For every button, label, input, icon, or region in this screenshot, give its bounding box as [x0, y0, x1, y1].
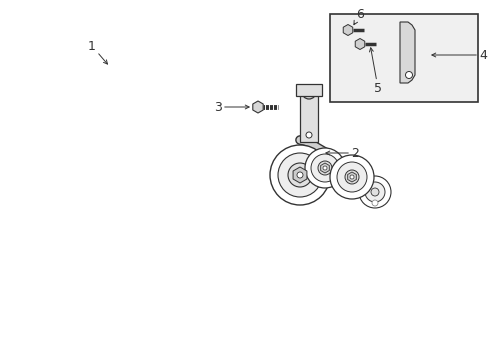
Circle shape — [364, 182, 384, 202]
Circle shape — [302, 85, 315, 99]
Circle shape — [345, 170, 358, 184]
Circle shape — [370, 188, 378, 196]
Polygon shape — [399, 22, 414, 83]
Text: 5: 5 — [369, 48, 381, 95]
Text: 3: 3 — [214, 100, 248, 113]
Text: 2: 2 — [325, 147, 358, 159]
Circle shape — [278, 153, 321, 197]
Circle shape — [371, 200, 377, 206]
Circle shape — [305, 89, 312, 95]
Bar — [295, 84, 321, 96]
Circle shape — [296, 172, 303, 178]
Bar — [329, 14, 477, 102]
Circle shape — [349, 175, 353, 179]
Circle shape — [305, 148, 345, 188]
Bar — [299, 94, 317, 142]
Circle shape — [310, 154, 338, 182]
Text: 6: 6 — [353, 8, 363, 24]
Circle shape — [323, 166, 326, 170]
Circle shape — [317, 161, 331, 175]
Text: 4: 4 — [431, 49, 486, 62]
Circle shape — [405, 72, 412, 78]
Circle shape — [329, 155, 373, 199]
Text: 1: 1 — [88, 40, 107, 64]
Circle shape — [336, 162, 366, 192]
Circle shape — [287, 163, 311, 187]
Circle shape — [358, 176, 390, 208]
Circle shape — [305, 132, 311, 138]
Circle shape — [269, 145, 329, 205]
